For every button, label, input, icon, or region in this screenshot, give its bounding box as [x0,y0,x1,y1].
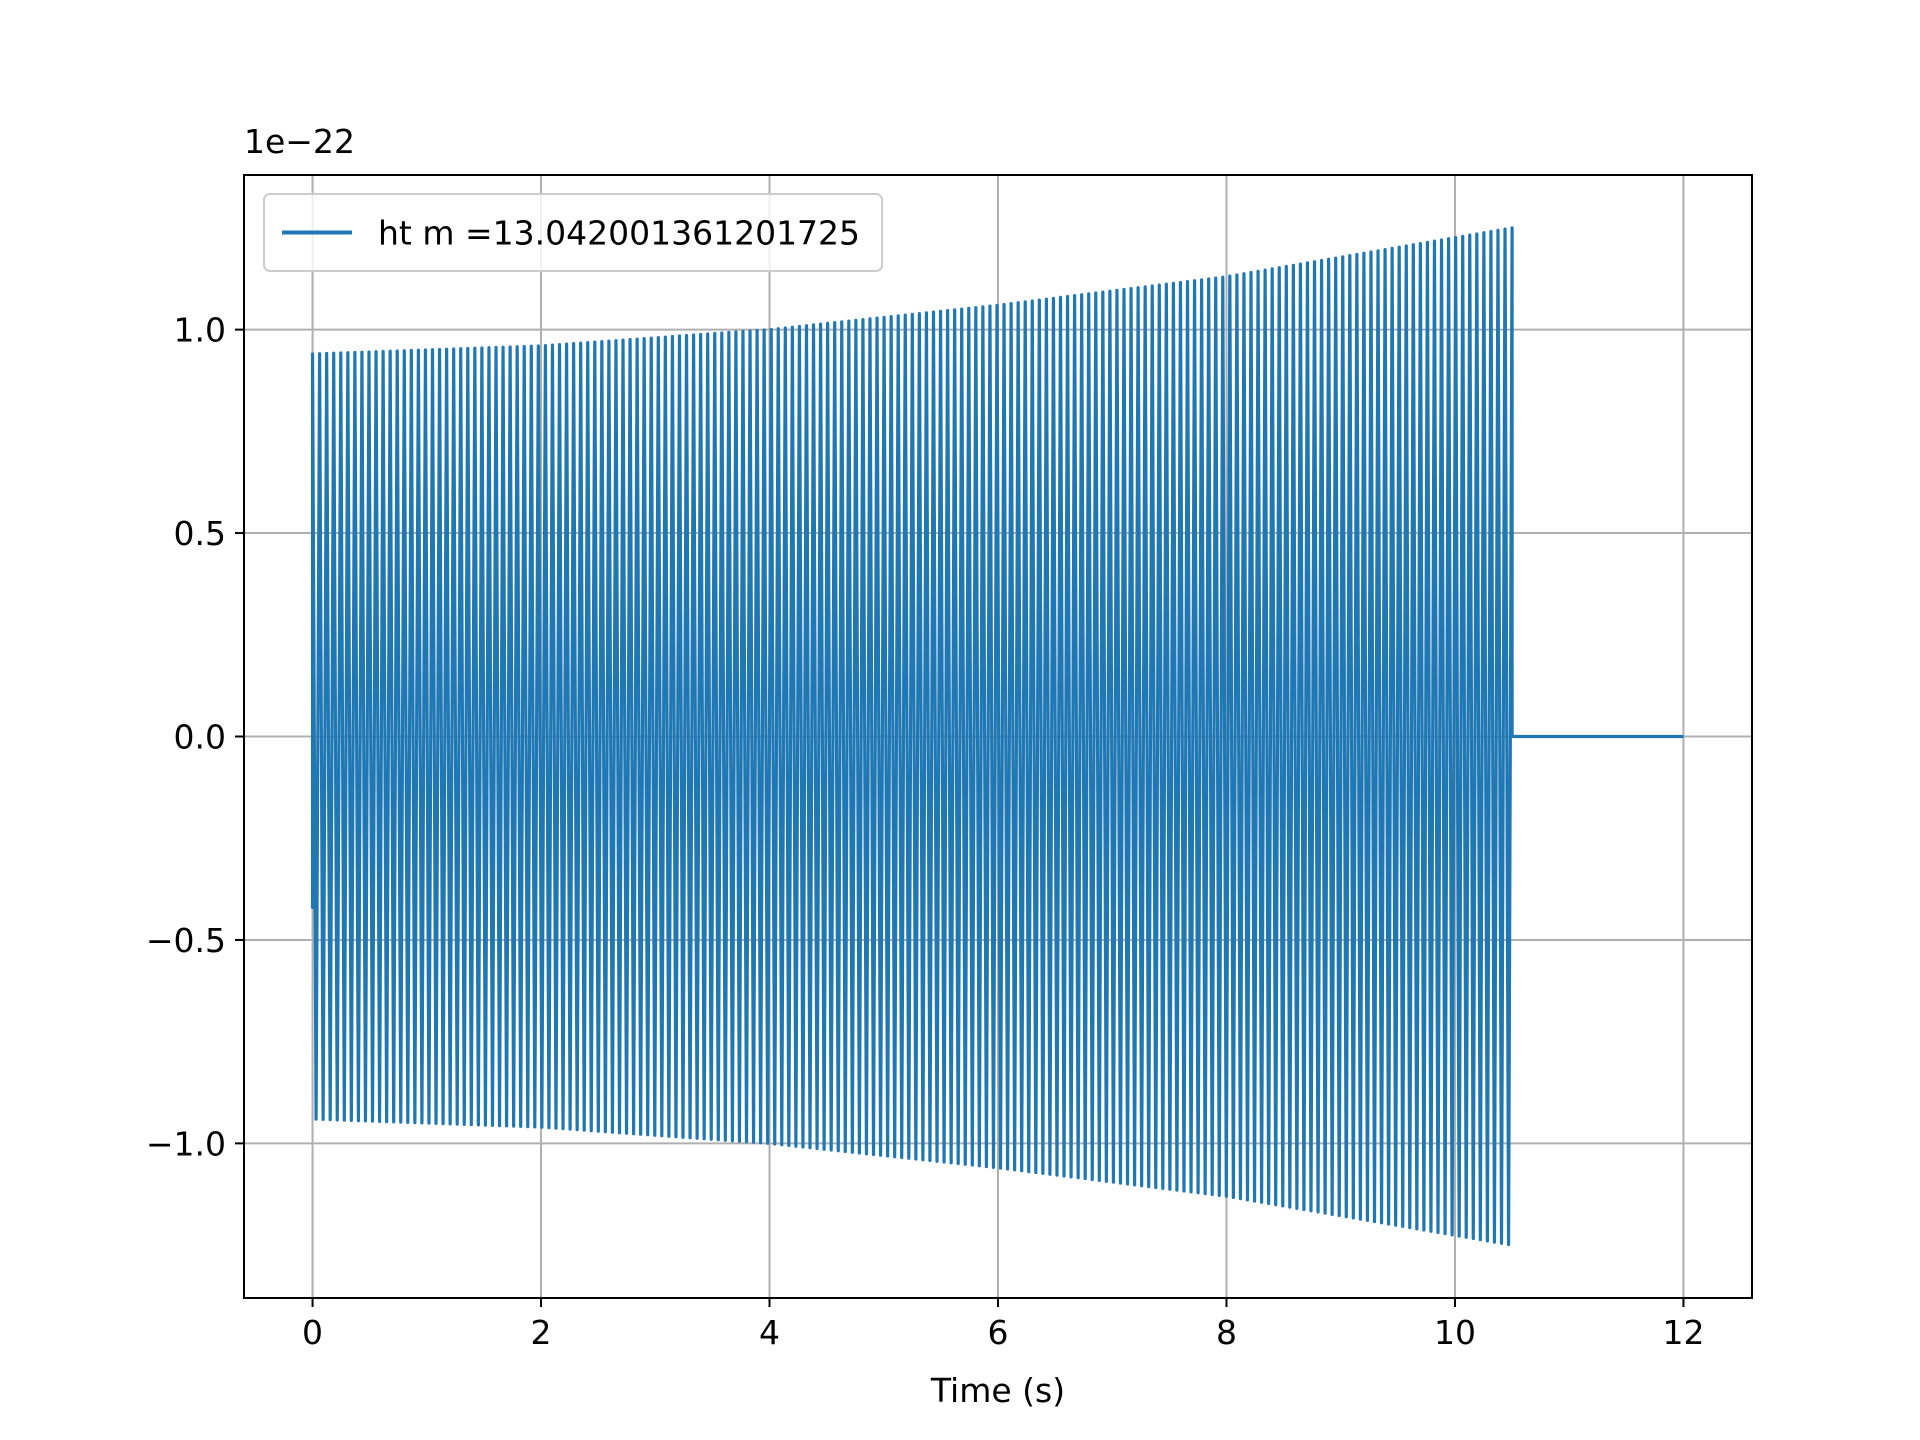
y-axis: −1.0 −0.5 0.0 0.5 1.0 [146,311,244,1163]
legend: ht m =13.042001361201725 [263,193,884,272]
x-tick-label: 0 [302,1313,323,1352]
y-tick-label: −0.5 [146,921,226,960]
legend-label: ht m =13.042001361201725 [378,214,860,253]
x-tick-label: 4 [759,1313,780,1352]
x-tick-label: 2 [531,1313,552,1352]
x-tick-label: 12 [1662,1313,1704,1352]
y-tick-label: −1.0 [146,1124,226,1163]
y-offset-text: 1e−22 [244,122,355,161]
y-tick-label: 0.0 [174,718,226,757]
x-tick-label: 10 [1434,1313,1476,1352]
series-line-oscillating [310,226,1514,1247]
y-tick-label: 1.0 [174,311,226,350]
x-axis-label: Time (s) [930,1371,1065,1410]
x-tick-label: 8 [1216,1313,1237,1352]
y-tick-label: 0.5 [174,514,226,553]
x-axis: 0 2 4 6 8 10 12 [302,1298,1704,1352]
legend-box [263,193,884,272]
series-layer [310,226,1684,1247]
x-tick-label: 6 [988,1313,1009,1352]
